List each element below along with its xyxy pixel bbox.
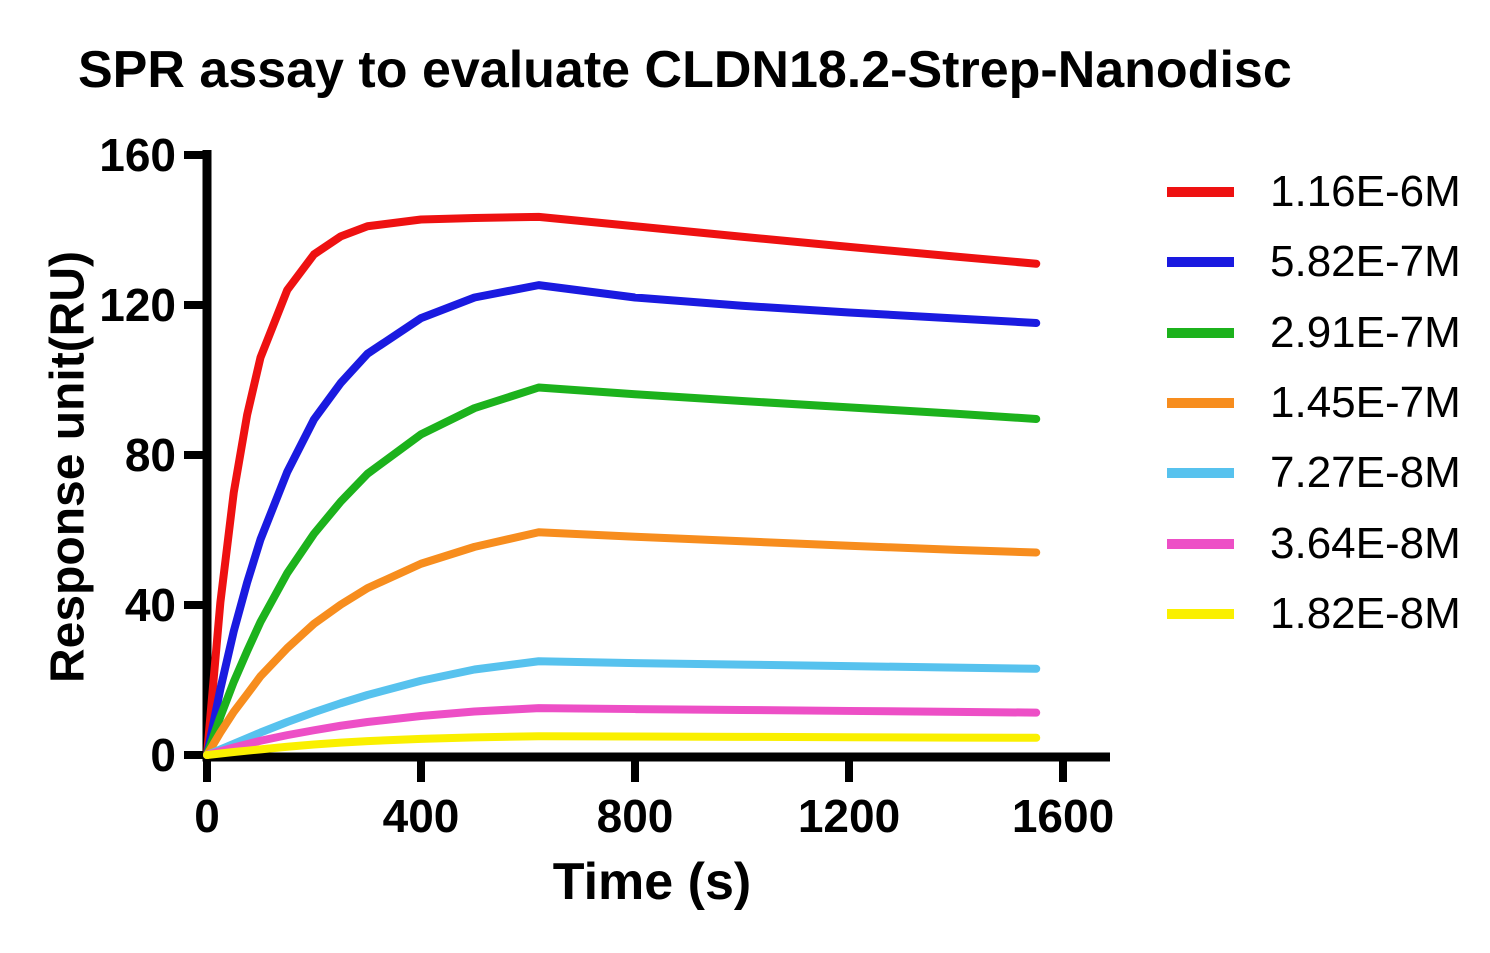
legend-line-swatch bbox=[1167, 257, 1234, 268]
series-line-1.16E-6M bbox=[203, 212, 1041, 759]
x-tick-label: 0 bbox=[194, 790, 220, 842]
x-tick-label: 1600 bbox=[1011, 790, 1115, 842]
series-line-1.82E-8M bbox=[203, 732, 1041, 759]
legend-label: 3.64E-8M bbox=[1270, 518, 1461, 568]
series-line-3.64E-8M bbox=[203, 704, 1041, 759]
legend-item: 5.82E-7M bbox=[1167, 227, 1461, 297]
y-tick-label: 0 bbox=[150, 729, 176, 781]
legend-line-swatch bbox=[1167, 468, 1234, 479]
series-line-1.45E-7M bbox=[203, 528, 1041, 759]
series-line-2.91E-7M bbox=[203, 383, 1041, 759]
legend-item: 1.82E-8M bbox=[1167, 579, 1461, 649]
legend-item: 7.27E-8M bbox=[1167, 438, 1461, 508]
chart-title: SPR assay to evaluate CLDN18.2-Strep-Nan… bbox=[78, 41, 1292, 99]
legend-label: 1.82E-8M bbox=[1270, 588, 1461, 638]
y-tick-label: 40 bbox=[124, 579, 176, 631]
legend-line-swatch bbox=[1167, 608, 1234, 619]
legend-line-swatch bbox=[1167, 187, 1234, 198]
y-tick-label: 160 bbox=[99, 129, 176, 181]
legend-label: 1.16E-6M bbox=[1270, 167, 1461, 217]
series-line-5.82E-7M bbox=[203, 281, 1041, 759]
legend-item: 1.45E-7M bbox=[1167, 368, 1461, 438]
legend-label: 2.91E-7M bbox=[1270, 307, 1461, 357]
legend-item: 2.91E-7M bbox=[1167, 298, 1461, 368]
legend-line-swatch bbox=[1167, 538, 1234, 549]
x-tick-label: 800 bbox=[596, 790, 674, 842]
legend-line-swatch bbox=[1167, 327, 1234, 338]
legend-label: 5.82E-7M bbox=[1270, 237, 1461, 287]
legend: 1.16E-6M 5.82E-7M 2.91E-7M 1.45E-7M 7.27E-8M… bbox=[1167, 157, 1461, 649]
legend-label: 1.45E-7M bbox=[1270, 378, 1461, 428]
legend-item: 1.16E-6M bbox=[1167, 157, 1461, 227]
x-axis-title: Time (s) bbox=[552, 853, 752, 911]
x-tick-label: 1200 bbox=[797, 790, 901, 842]
legend-label: 7.27E-8M bbox=[1270, 448, 1461, 498]
legend-item: 3.64E-8M bbox=[1167, 508, 1461, 578]
y-tick-label: 120 bbox=[99, 279, 176, 331]
series-line-7.27E-8M bbox=[203, 657, 1041, 759]
legend-line-swatch bbox=[1167, 398, 1234, 409]
y-tick-label: 80 bbox=[124, 429, 176, 481]
x-tick-label: 400 bbox=[382, 790, 460, 842]
